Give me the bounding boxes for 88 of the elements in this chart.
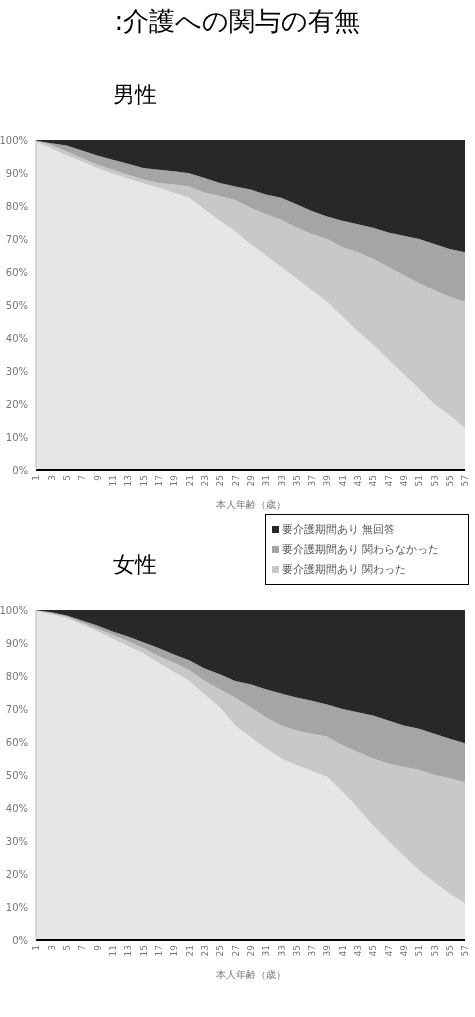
y-tick-label: 10% — [5, 901, 28, 913]
y-tick-label: 70% — [5, 703, 28, 715]
x-tick-label: 7 — [77, 945, 88, 951]
y-tick-label: 100% — [0, 134, 28, 146]
y-tick-label: 30% — [5, 365, 28, 377]
x-tick-label: 9 — [92, 944, 103, 951]
x-tick-label: 43 — [353, 945, 364, 957]
x-tick-label: 39 — [322, 474, 333, 487]
x-axis-title: 本人年齢（歳） — [215, 499, 286, 510]
x-tick-label: 9 — [92, 474, 103, 481]
x-tick-label: 49 — [399, 944, 410, 957]
x-tick-label: 11 — [108, 945, 118, 957]
x-tick-label: 41 — [337, 945, 348, 957]
y-tick-label: 40% — [5, 332, 28, 344]
x-tick-label: 39 — [322, 944, 333, 957]
x-tick-label: 11 — [108, 475, 118, 487]
x-tick-label: 5 — [62, 475, 73, 481]
x-tick-label: 49 — [399, 474, 410, 487]
y-tick-label: 20% — [5, 868, 28, 880]
legend-label: 要介護期間あり 関わらなかった — [282, 542, 440, 557]
x-tick-label: 37 — [307, 475, 318, 487]
y-tick-label: 80% — [5, 670, 28, 682]
x-tick-label: 53 — [429, 945, 440, 957]
chart-title: :介護への関与の有無 — [113, 5, 362, 38]
x-tick-label: 33 — [276, 945, 287, 957]
x-tick-label: 21 — [184, 945, 195, 957]
chart-subtitle: 男性 — [112, 81, 158, 109]
x-tick-label: 1 — [31, 475, 42, 481]
x-tick-label: 1 — [31, 945, 42, 951]
x-tick-label: 3 — [46, 475, 57, 481]
x-tick-label: 37 — [307, 945, 318, 957]
x-tick-label: 57 — [460, 475, 471, 487]
x-tick-label: 47 — [383, 475, 394, 487]
x-tick-label: 31 — [261, 945, 272, 957]
y-tick-label: 30% — [5, 835, 28, 847]
y-tick-label: 100% — [0, 604, 28, 616]
x-tick-label: 31 — [261, 475, 272, 487]
x-tick-label: 21 — [184, 475, 195, 487]
x-tick-label: 15 — [138, 945, 149, 957]
x-tick-label: 47 — [383, 945, 394, 957]
x-tick-label: 51 — [414, 475, 425, 487]
x-tick-label: 3 — [46, 945, 57, 951]
x-tick-label: 41 — [337, 475, 348, 487]
x-tick-label: 19 — [169, 944, 180, 957]
y-tick-label: 40% — [5, 802, 28, 814]
x-tick-label: 51 — [414, 945, 425, 957]
y-tick-label: 60% — [5, 266, 28, 278]
x-tick-label: 19 — [169, 474, 180, 487]
x-tick-label: 25 — [215, 475, 226, 487]
x-axis-title: 本人年齢（歳） — [215, 969, 286, 980]
legend-label: 要介護期間あり 無回答 — [282, 522, 396, 537]
x-tick-label: 53 — [429, 475, 440, 487]
x-tick-label: 55 — [445, 945, 456, 957]
x-tick-label: 15 — [138, 475, 149, 487]
x-tick-label: 29 — [245, 944, 256, 957]
y-tick-label: 70% — [5, 233, 28, 245]
x-tick-label: 13 — [123, 475, 134, 487]
x-tick-label: 45 — [368, 475, 379, 487]
x-tick-label: 55 — [445, 475, 456, 487]
x-tick-label: 17 — [153, 945, 164, 957]
y-tick-label: 20% — [5, 398, 28, 410]
x-tick-label: 23 — [199, 475, 210, 487]
legend-label: 要介護期間あり 関わった — [282, 562, 407, 577]
y-tick-label: 90% — [5, 637, 28, 649]
y-tick-label: 50% — [5, 769, 28, 781]
x-tick-label: 35 — [291, 945, 302, 957]
x-tick-label: 13 — [123, 945, 134, 957]
x-tick-label: 43 — [353, 475, 364, 487]
y-tick-label: 50% — [5, 299, 28, 311]
x-tick-label: 25 — [215, 945, 226, 957]
x-tick-label: 23 — [199, 945, 210, 957]
x-tick-label: 17 — [153, 475, 164, 487]
y-tick-label: 60% — [5, 736, 28, 748]
y-tick-label: 90% — [5, 167, 28, 179]
x-tick-label: 7 — [77, 475, 88, 481]
x-tick-label: 27 — [230, 945, 241, 957]
x-tick-label: 45 — [368, 945, 379, 957]
x-tick-label: 57 — [460, 945, 471, 957]
x-tick-label: 27 — [230, 475, 241, 487]
x-tick-label: 35 — [291, 475, 302, 487]
x-tick-label: 5 — [62, 945, 73, 951]
y-tick-label: 80% — [5, 200, 28, 212]
y-tick-label: 0% — [12, 464, 28, 476]
x-tick-label: 33 — [276, 475, 287, 487]
y-tick-label: 0% — [12, 934, 28, 946]
x-tick-label: 29 — [245, 474, 256, 487]
chart-subtitle: 女性 — [112, 551, 158, 579]
y-tick-label: 10% — [5, 431, 28, 443]
